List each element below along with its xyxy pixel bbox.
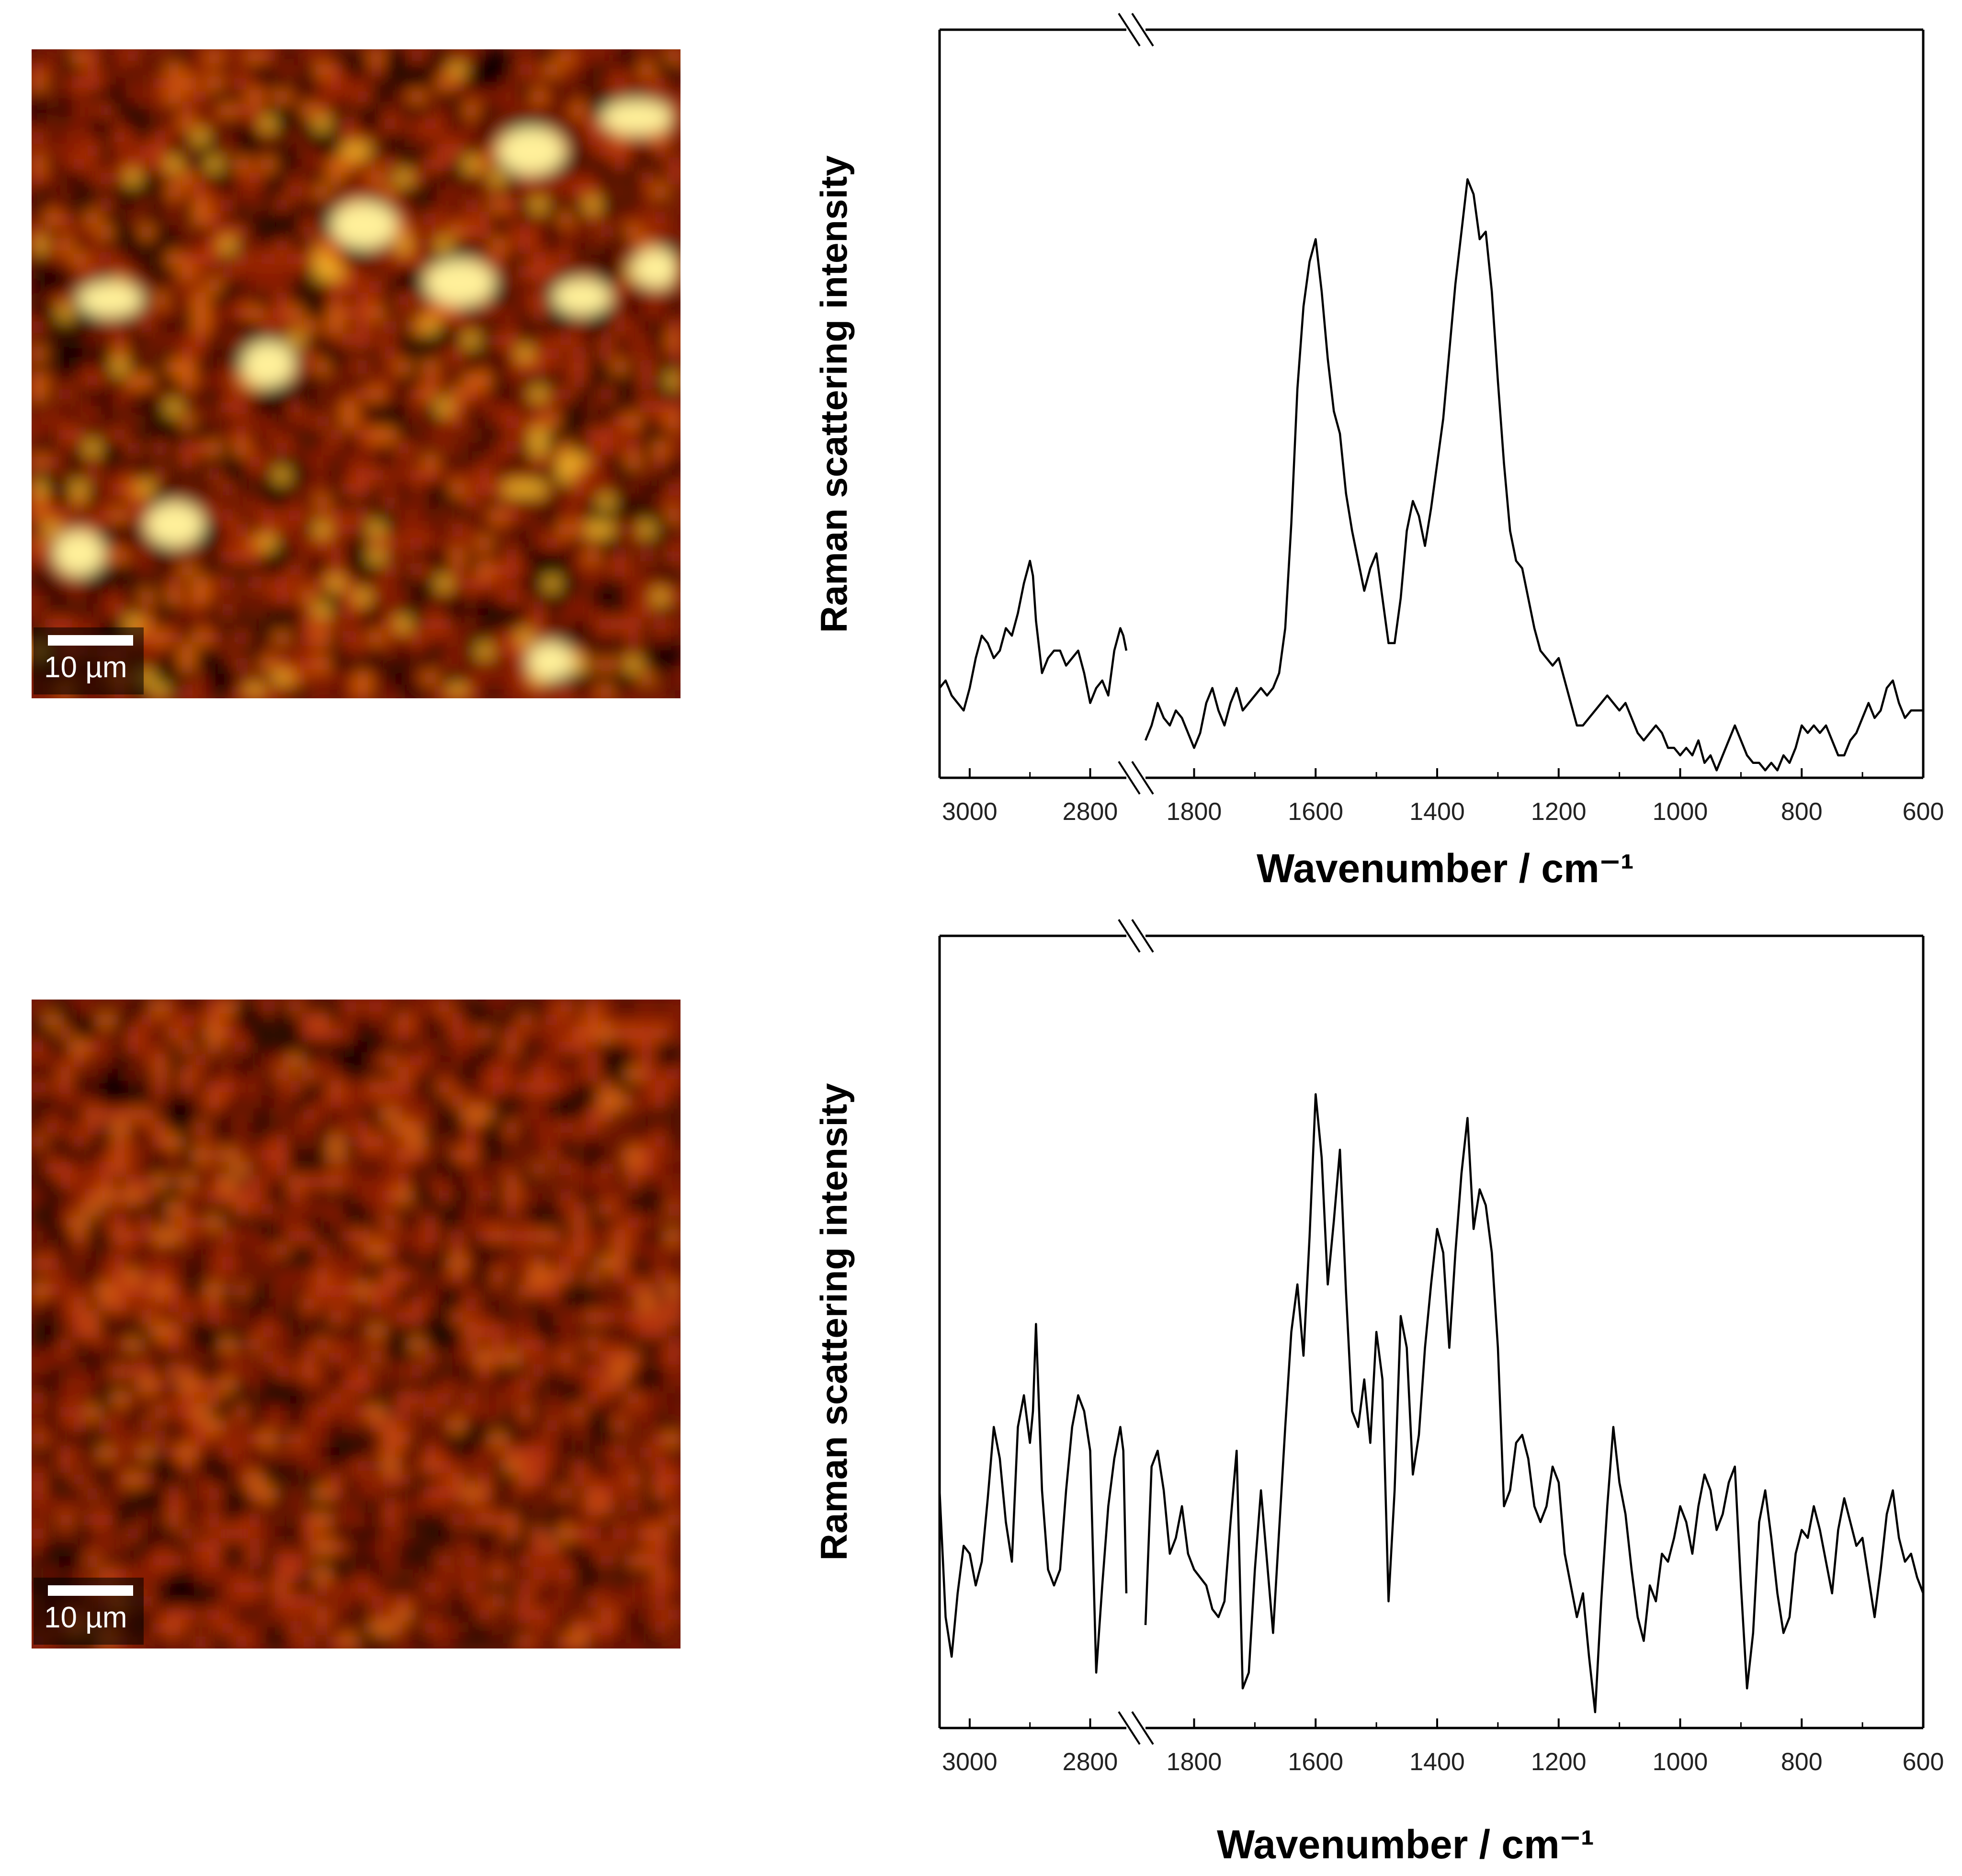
scale-bar-1: 10 µm	[34, 627, 144, 694]
raman-spectrum-chart-1: Raman scattering intensity Wavenumber / …	[813, 12, 1944, 891]
scale-bar-line	[48, 1585, 133, 1596]
raman-spectrum-chart-2: Raman scattering intensity Wavenumber / …	[813, 919, 1944, 1867]
raman-map-2: 10 µm	[32, 1000, 680, 1649]
axis-break-mark	[1131, 761, 1154, 795]
x-tick-label: 800	[1781, 1748, 1823, 1776]
axis-break-mark	[1131, 1711, 1154, 1745]
y-axis-label: Raman scattering intensity	[813, 1083, 855, 1561]
x-tick-label: 2800	[1063, 1748, 1118, 1776]
x-tick-label: 1200	[1531, 798, 1587, 826]
x-tick-label: 800	[1781, 798, 1823, 826]
spectrum-line-segment-2	[1144, 1093, 1925, 1714]
scale-bar-label: 10 µm	[44, 651, 127, 684]
x-tick-label: 2800	[1063, 798, 1118, 826]
raman-map-1: 10 µm	[32, 49, 680, 698]
x-tick-label: 1400	[1409, 1748, 1465, 1776]
axis-break-mark	[1118, 761, 1141, 795]
x-tick-label: 1200	[1531, 1748, 1587, 1776]
x-tick-label: 3000	[942, 1748, 998, 1776]
axis-break-mark	[1131, 919, 1154, 953]
axis-break-mark	[1118, 12, 1141, 47]
scale-bar-label: 10 µm	[44, 1601, 127, 1634]
x-axis-label: Wavenumber / cm⁻¹	[1257, 846, 1634, 891]
spectrum-line-segment-1	[939, 559, 1128, 712]
y-axis-label: Raman scattering intensity	[813, 156, 855, 633]
x-tick-label: 1000	[1653, 798, 1708, 826]
axis-break-mark	[1131, 12, 1154, 47]
x-tick-label: 1800	[1167, 798, 1222, 826]
x-tick-label: 1600	[1288, 1748, 1343, 1776]
spectrum-line-segment-2	[1144, 178, 1923, 772]
x-tick-label: 3000	[942, 798, 998, 826]
x-tick-label: 1800	[1167, 1748, 1222, 1776]
scale-bar-2: 10 µm	[34, 1578, 144, 1645]
spectrum-line-segment-1	[938, 1323, 1128, 1674]
x-tick-label: 1400	[1409, 798, 1465, 826]
axis-break-mark	[1118, 1711, 1141, 1745]
x-tick-label: 600	[1903, 1748, 1944, 1776]
axis-break-mark	[1118, 919, 1141, 953]
x-tick-label: 600	[1903, 798, 1944, 826]
scale-bar-line	[48, 635, 133, 646]
x-axis-label: Wavenumber / cm⁻¹	[1217, 1822, 1594, 1867]
x-tick-label: 1000	[1653, 1748, 1708, 1776]
x-tick-label: 1600	[1288, 798, 1343, 826]
